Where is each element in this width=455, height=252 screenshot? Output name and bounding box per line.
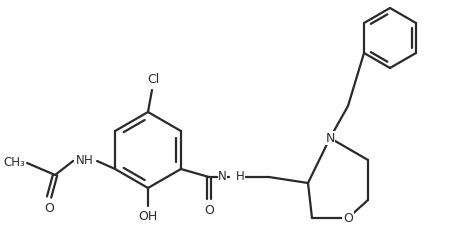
Text: O: O bbox=[342, 211, 352, 225]
Text: O: O bbox=[203, 204, 213, 217]
Text: OH: OH bbox=[138, 210, 157, 223]
Text: H: H bbox=[84, 153, 92, 167]
Text: N: N bbox=[324, 132, 334, 144]
Text: N: N bbox=[217, 171, 227, 183]
Text: H: H bbox=[235, 171, 244, 183]
Text: O: O bbox=[44, 202, 54, 215]
Text: Cl: Cl bbox=[147, 73, 159, 86]
Text: CH₃: CH₃ bbox=[3, 155, 25, 169]
Text: N: N bbox=[76, 153, 84, 167]
